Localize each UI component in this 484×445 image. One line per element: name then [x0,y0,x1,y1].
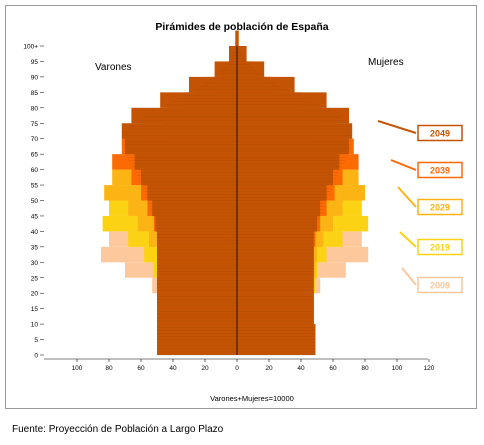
bar-men-2049-75 [131,107,237,124]
legend-box-2039 [417,161,463,179]
bar-women-2049-95 [237,46,247,62]
y-tick-label-0: 0 [34,353,38,360]
y-tick-label-55: 55 [31,183,39,190]
bar-men-2049-45 [152,200,237,216]
bar-men-2049-80 [160,92,237,108]
y-tick-label-75: 75 [31,121,39,128]
x-tick-label-100: 100 [392,365,403,372]
bar-men-2049-70 [121,123,237,139]
y-tick-label-50: 50 [31,198,39,205]
bar-women-2049-35 [237,231,314,247]
series-2049 [121,30,353,355]
legend-label-2019: 2019 [430,243,450,253]
bar-women-2049-75 [237,107,349,124]
x-tick-label-120: 120 [424,365,435,372]
x-tick-label-60: 60 [329,365,337,372]
bar-women-2049-55 [237,169,333,186]
legend-box-2049 [417,124,463,142]
bar-women-2049-40 [237,215,317,232]
y-tick-label-35: 35 [31,244,39,251]
bar-women-2049-25 [237,262,314,278]
y-tick-label-60: 60 [31,167,39,174]
x-tick-label-0: 0 [235,365,239,372]
x-axis-label: Varones+Mujeres=10000 [210,394,294,403]
bar-men-2049-50 [147,185,237,201]
legend-label-2029: 2029 [430,203,450,213]
bar-women-2049-90 [237,61,265,77]
bar-women-2049-10 [237,308,314,325]
bar-men-2049-60 [134,154,237,170]
y-tick-label-80: 80 [31,105,39,112]
bar-women-2049-30 [237,246,314,263]
bar-women-2049-100 [237,30,239,46]
y-tick-label-100+: 100+ [23,44,38,51]
y-tick-label-15: 15 [31,306,39,313]
y-tick-label-90: 90 [31,74,39,81]
legend-label-2009: 2009 [430,281,450,291]
legend-box-2009 [417,276,463,294]
females-label: Mujeres [368,57,404,68]
males-label: Varones [95,62,132,73]
bar-men-2049-35 [157,231,237,247]
y-tick-label-85: 85 [31,90,39,97]
bar-women-2049-80 [237,92,327,108]
legend-arrow-2029 [397,186,417,208]
bar-women-2049-45 [237,200,321,216]
bar-men-2049-100 [235,30,237,46]
bar-women-2049-60 [237,154,340,170]
bar-men-2049-15 [157,293,237,309]
bar-men-2049-95 [229,46,237,62]
bar-women-2049-50 [237,185,327,201]
legend-label-2049: 2049 [430,129,450,139]
legend-arrow-2019 [399,231,417,248]
legend-label-2039: 2039 [430,166,450,176]
legend-arrow-2009 [401,267,417,286]
chart-title: Pirámides de población de España [155,21,328,33]
bar-women-2049-15 [237,293,314,309]
bar-men-2049-0 [157,339,237,355]
chart-frame [5,5,477,409]
bar-men-2049-25 [157,262,237,278]
bar-women-2049-70 [237,123,353,139]
y-tick-label-5: 5 [34,337,38,344]
y-tick-label-45: 45 [31,213,39,220]
bar-women-2049-5 [237,324,316,340]
y-tick-label-10: 10 [31,322,39,329]
y-tick-label-40: 40 [31,229,39,236]
bar-men-2049-20 [157,277,237,294]
legend-box-2019 [417,238,463,256]
x-tick-label-40: 40 [169,365,177,372]
x-tick-label-20: 20 [201,365,209,372]
bar-men-2049-55 [141,169,237,186]
bar-men-2049-30 [157,246,237,263]
bar-women-2049-85 [237,76,295,93]
legend-arrow-2049 [377,120,417,134]
source-note: Fuente: Proyección de Población a Largo … [12,424,224,435]
bar-men-2049-90 [214,61,237,77]
bar-women-2049-65 [237,138,349,155]
x-tick-label-20: 20 [265,365,273,372]
x-tick-label-80: 80 [105,365,113,372]
bar-women-2049-20 [237,277,314,294]
x-tick-label-40: 40 [297,365,305,372]
y-tick-label-95: 95 [31,59,39,66]
y-tick-label-65: 65 [31,152,39,159]
bar-men-2049-10 [157,308,237,325]
legend-arrow-2039 [390,159,417,171]
bar-men-2049-5 [157,324,237,340]
bar-men-2049-40 [155,215,237,232]
x-tick-label-80: 80 [361,365,369,372]
legend-box-2029 [417,198,463,216]
bar-men-2049-65 [125,138,237,155]
y-tick-label-25: 25 [31,275,39,282]
y-tick-label-70: 70 [31,136,39,143]
bar-men-2049-85 [189,76,237,93]
x-tick-label-100: 100 [72,365,83,372]
x-tick-label-60: 60 [137,365,145,372]
y-tick-label-30: 30 [31,260,39,267]
bar-women-2049-0 [237,339,316,355]
y-tick-label-20: 20 [31,291,39,298]
